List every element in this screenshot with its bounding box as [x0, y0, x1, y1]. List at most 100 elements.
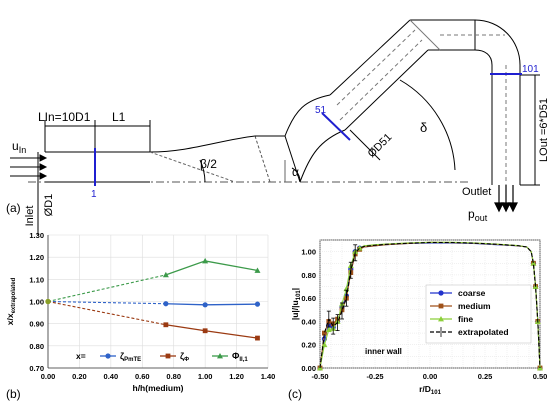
legend-marker: [438, 316, 444, 322]
y-tick-label: 0.90: [29, 320, 44, 329]
series-extrap-line: [47, 300, 166, 326]
legend-label: ΦII,1: [232, 351, 248, 363]
inclined-pipe-mid-2: [339, 39, 423, 121]
outlet-label: Outlet: [462, 186, 491, 198]
panel-label-b: (b): [6, 387, 21, 401]
bend-2-inner: [428, 49, 493, 66]
series-point: [163, 322, 169, 328]
x-axis-label: r/D101: [419, 384, 441, 396]
legend-label-sub: II,1: [239, 357, 248, 363]
inlet-label: Inlet: [24, 206, 36, 227]
y-axis-label: |u|/|u101|: [290, 288, 302, 320]
d51-dim: [349, 129, 381, 161]
x-axis-label: h/h(medium): [133, 383, 184, 393]
x-tick-label: 1.00: [198, 372, 213, 381]
series-point: [530, 260, 537, 266]
y-tick-label: 0.20: [301, 341, 316, 350]
inflow-arrows: [10, 154, 48, 180]
legend-box: [425, 284, 532, 344]
x-tick-label: -0.50: [311, 372, 328, 381]
series-point: [321, 341, 328, 348]
inclined-pipe-bottom: [344, 49, 429, 131]
panel-label-a: (a): [6, 201, 21, 215]
x-tick-label: 1.20: [229, 372, 244, 381]
delta-label: δ: [420, 120, 427, 135]
legend-marker: [105, 353, 111, 359]
series-point: [254, 301, 261, 307]
series-line: [165, 324, 258, 339]
pipe-schematic: [28, 19, 540, 235]
chart-b: 0.00 0.20 0.40 0.60 0.80 1.00 1.20 1.40 0.70 0.80…: [5, 231, 275, 401]
series-point: [325, 326, 332, 332]
legend-label: ζΦ: [180, 351, 189, 363]
series-line: [165, 260, 258, 276]
legend-marker: [438, 290, 444, 296]
y-axis-label: x/xextrapolated: [5, 277, 17, 325]
section-51-mark: [321, 112, 351, 141]
x-tick-label: 0.40: [104, 372, 119, 381]
inclined-pipe-top: [329, 19, 411, 96]
x-tick-label: 0.50: [533, 372, 548, 381]
lout-label: LOut =6*D51: [538, 98, 550, 162]
section-101-label: 101: [522, 64, 539, 75]
series-point: [162, 271, 169, 278]
y-tick-label: 1.10: [29, 275, 44, 284]
legend-label: extrapolated: [458, 327, 509, 337]
series-point: [202, 302, 208, 308]
x-tick-label: 0.20: [72, 372, 87, 381]
x-tick-label: -0.25: [366, 372, 383, 381]
bend-1-outer: [284, 94, 331, 137]
series-point: [202, 257, 209, 264]
l1-label: L1: [112, 110, 126, 124]
y-tick-label: 0.70: [29, 364, 44, 373]
legend-prefix: x=: [76, 351, 86, 361]
x-tick-label: 1.40: [261, 372, 276, 381]
legend-label-sub: PmTE: [124, 357, 141, 363]
legend-marker: [217, 353, 223, 359]
y-tick-label: 1.30: [29, 231, 44, 240]
bend-2-diag: [409, 19, 441, 51]
diffuser-top: [149, 135, 256, 153]
delta-arc: [399, 79, 456, 171]
y-tick-label: 0.60: [301, 294, 316, 303]
y-tick-label: 0.40: [301, 317, 316, 326]
x-tick-label: 0.25: [478, 372, 493, 381]
inclined-pipe-mid-1: [336, 29, 416, 106]
annotation-inner-wall: inner wall: [365, 347, 402, 356]
u-in-label: uIn: [12, 139, 26, 155]
beta-arc: [199, 159, 206, 183]
legend-marker: [165, 353, 171, 359]
bend-2-outer: [410, 19, 521, 66]
y-axis-label-sub: 101: [296, 290, 302, 301]
alpha-label: α: [292, 165, 299, 179]
legend-label-sub: Φ: [184, 357, 189, 363]
x-tick-label: 0.80: [166, 372, 181, 381]
series-line: [165, 303, 258, 306]
x-tick-label: 0.00: [41, 372, 56, 381]
diffuser-exit-line: [254, 135, 271, 183]
outflow-arrows: [494, 185, 518, 213]
beta-ref-line: [149, 151, 236, 183]
y-tick-label: 1.00: [301, 248, 316, 257]
legend-label: ζPmTE: [120, 351, 141, 363]
series-point: [254, 267, 261, 273]
p-out-label: pout: [468, 207, 488, 223]
x-axis-label-sub: 101: [431, 390, 442, 396]
series-point: [322, 330, 327, 336]
y-tick-label: 0.80: [29, 342, 44, 351]
series-point: [45, 298, 51, 305]
y-axis-label-sub: extrapolated: [11, 277, 17, 313]
beta-label: β/2: [200, 157, 217, 171]
section-1-label: 1: [91, 189, 97, 200]
legend-label: medium: [458, 301, 491, 311]
d1-label: ØD1: [43, 194, 55, 217]
y-tick-label: 0.00: [301, 364, 316, 373]
chart-c: -0.50 -0.25 0.00 0.25 0.50 0.00 0.20 0.40 0.60 0.…: [288, 239, 548, 401]
legend-label: coarse: [458, 288, 486, 298]
x-tick-label: 0.00: [423, 372, 438, 381]
section-51-label: 51: [315, 105, 327, 116]
y-tick-label: 1.20: [29, 253, 44, 262]
series-extrap-line: [47, 274, 166, 303]
series-point: [255, 335, 260, 341]
